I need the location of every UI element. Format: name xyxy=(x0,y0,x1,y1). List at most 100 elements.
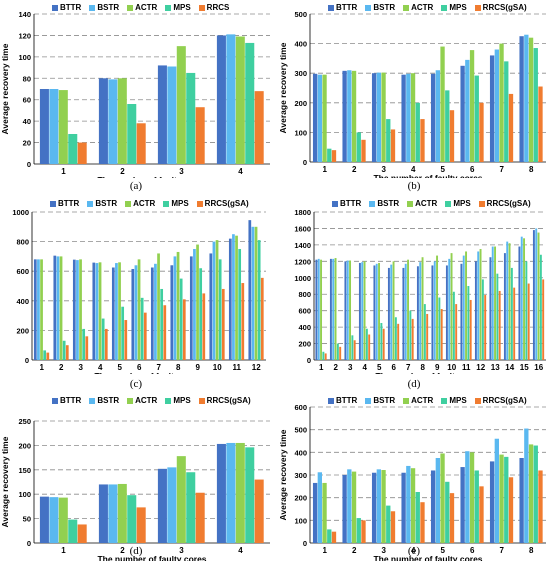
bar xyxy=(108,484,118,543)
x-tick-label: 6 xyxy=(470,165,475,174)
bar xyxy=(489,55,495,162)
bar xyxy=(121,306,125,360)
x-tick-label: 9 xyxy=(196,363,201,372)
bar xyxy=(33,259,37,360)
bar xyxy=(136,507,146,543)
bar xyxy=(221,288,225,360)
bar xyxy=(104,328,108,360)
bar xyxy=(539,254,542,360)
x-tick-label: 2 xyxy=(59,363,64,372)
bar xyxy=(445,265,448,360)
bar xyxy=(402,267,405,360)
legend-label: MPS xyxy=(449,396,467,405)
bar xyxy=(496,273,499,360)
bar xyxy=(344,261,347,360)
legend-item: BSTR xyxy=(89,3,119,12)
bar xyxy=(386,119,391,162)
y-tick-label: 0 xyxy=(27,160,31,169)
bar xyxy=(361,139,366,162)
bar xyxy=(430,470,436,543)
legend-swatch xyxy=(52,4,58,11)
bar xyxy=(317,258,320,360)
legend-swatch xyxy=(328,397,334,404)
legend-item: RRCS(gSA) xyxy=(196,199,249,208)
bar xyxy=(342,70,347,162)
bar xyxy=(235,235,238,360)
chart-svg: 0 50 100 150 200 250 1 2 3 4 The number of faulty … xyxy=(0,417,270,561)
legend-swatch xyxy=(365,397,372,404)
x-tick-label: 5 xyxy=(118,363,123,372)
bar xyxy=(386,505,391,543)
bar xyxy=(215,240,219,360)
y-tick-label: 250 xyxy=(18,417,31,426)
bar xyxy=(430,73,436,162)
bar xyxy=(248,220,252,360)
bar xyxy=(329,258,332,360)
bar xyxy=(334,258,337,360)
bar xyxy=(167,467,177,543)
legend-swatch xyxy=(127,4,134,11)
x-tick-label: 3 xyxy=(382,546,387,555)
legend: BTTR BSTR ACTR MPS RRCS(gSA) xyxy=(332,199,531,208)
bar xyxy=(327,148,332,162)
bar xyxy=(232,234,235,360)
legend-item: MPS xyxy=(165,3,191,12)
legend-swatch xyxy=(125,200,132,207)
bar xyxy=(462,255,465,360)
bar xyxy=(465,251,468,360)
bar xyxy=(520,236,523,360)
bar xyxy=(519,36,524,163)
bar xyxy=(136,123,146,164)
legend-swatch xyxy=(407,200,414,207)
bar xyxy=(528,444,534,543)
x-tick-label: 11 xyxy=(233,363,242,372)
bar xyxy=(504,456,509,543)
bar xyxy=(176,456,186,543)
bar xyxy=(387,267,390,360)
x-tick-label: 8 xyxy=(529,165,534,174)
bar xyxy=(186,72,196,164)
legend-label: ACTR xyxy=(415,199,438,208)
y-tick-label: 120 xyxy=(18,31,31,40)
bar xyxy=(317,74,322,162)
y-tick-label: 100 xyxy=(294,516,307,525)
bar xyxy=(394,317,397,360)
bar xyxy=(390,264,393,360)
bar xyxy=(176,251,180,360)
bar xyxy=(118,262,121,360)
bar xyxy=(117,78,127,164)
bar xyxy=(62,340,66,360)
bar xyxy=(111,267,115,360)
legend: BTTR BSTR ACTR MPS RRCS(gSA) xyxy=(52,396,251,405)
bar xyxy=(449,110,455,162)
x-tick-label: 1 xyxy=(319,363,324,372)
legend-label: BTTR xyxy=(58,199,80,208)
bar xyxy=(426,313,429,360)
legend-label: BSTR xyxy=(97,3,120,12)
legend-label: MPS xyxy=(449,3,467,12)
bar xyxy=(361,520,366,543)
legend-swatch xyxy=(403,4,410,11)
y-tick-label: 100 xyxy=(18,490,31,499)
legend-swatch xyxy=(52,397,58,404)
y-tick-label: 20 xyxy=(23,139,31,148)
x-tick-label: 8 xyxy=(176,363,181,372)
bar xyxy=(494,49,499,162)
bar xyxy=(154,263,157,360)
bar xyxy=(77,524,87,543)
y-tick-label: 140 xyxy=(18,10,31,19)
y-tick-label: 600 xyxy=(16,267,29,276)
x-tick-label: 8 xyxy=(529,546,534,555)
y-tick-label: 300 xyxy=(294,471,307,480)
legend-swatch xyxy=(89,4,96,11)
bar xyxy=(331,150,337,162)
legend-label: BTTR xyxy=(60,396,82,405)
x-tick-label: 2 xyxy=(352,165,357,174)
legend-label: RRCS(gSA) xyxy=(206,396,251,405)
bar xyxy=(346,260,349,360)
y-tick-label: 0 xyxy=(307,356,311,365)
bar xyxy=(491,246,494,360)
caption-d2: (d) xyxy=(129,545,143,557)
y-tick-label: 200 xyxy=(294,494,307,503)
chart-panel-a: BTTR BSTR ACTR MPS RRCS 0 20 40 60 80 100 120 140 1 2 3… xyxy=(0,0,272,178)
